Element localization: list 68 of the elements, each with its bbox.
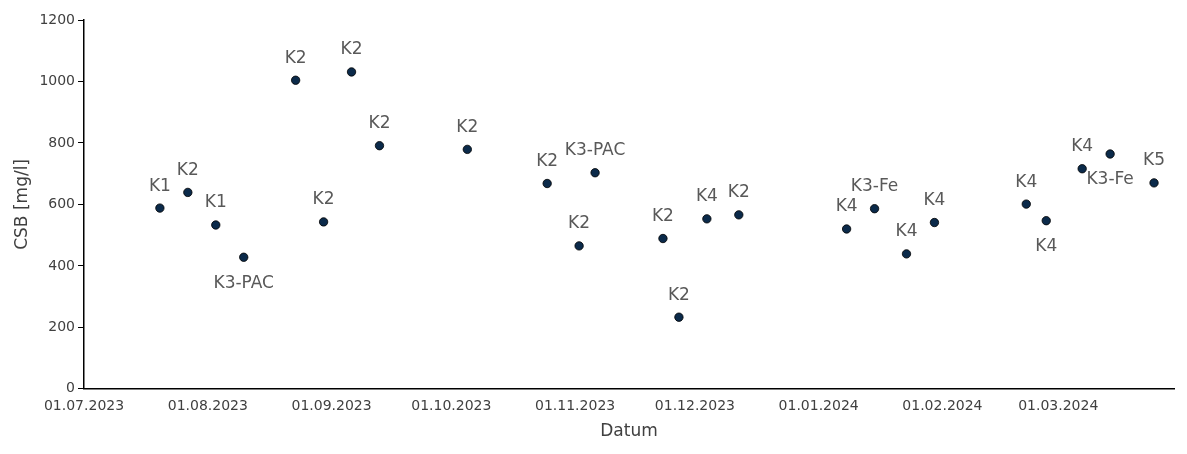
point — [929, 217, 940, 228]
x-tick-label: 01.09.2023 — [291, 396, 372, 413]
point — [462, 144, 472, 154]
x-tick-label: 01.03.2024 — [1018, 396, 1099, 413]
annotation: K2 — [568, 212, 591, 233]
point — [1021, 199, 1031, 209]
annotation: K2 — [456, 115, 479, 136]
annotation: K3-Fe — [1086, 168, 1134, 189]
y-axis-title: CSB [mg/l] — [10, 159, 31, 250]
annotation: K4 — [835, 195, 858, 216]
point — [183, 187, 193, 198]
annotation: K2 — [651, 204, 674, 225]
point — [674, 312, 684, 322]
annotation: K4 — [923, 188, 946, 209]
y-tick-label: 0 — [66, 379, 76, 396]
x-tick-label: 01.10.2023 — [411, 396, 492, 413]
annotation: K2 — [176, 158, 199, 179]
annotation: K1 — [148, 174, 171, 195]
annotation: K3-PAC — [564, 139, 626, 160]
x-tick-label: 01.08.2023 — [167, 396, 248, 413]
point — [1149, 178, 1159, 188]
point — [374, 141, 385, 151]
point — [318, 217, 329, 227]
point — [842, 224, 852, 234]
point — [291, 75, 301, 85]
point — [211, 220, 221, 230]
y-tick-label: 1200 — [39, 10, 76, 27]
y-tick-label: 200 — [48, 317, 76, 334]
point — [1105, 149, 1115, 159]
point — [346, 67, 357, 77]
point — [1077, 164, 1087, 174]
annotation: K4 — [1015, 170, 1038, 191]
x-axis-title: Datum — [600, 420, 658, 441]
annotation: K3-Fe — [850, 175, 899, 196]
annotation: K4 — [1071, 135, 1094, 156]
point — [702, 214, 712, 224]
x-tick-label: 01.07.2023 — [43, 396, 125, 413]
point — [734, 210, 744, 220]
annotation: K4 — [695, 185, 718, 206]
x-tick-label: 01.11.2023 — [535, 396, 616, 413]
annotation: K2 — [667, 283, 690, 304]
point — [869, 204, 880, 214]
point — [1041, 216, 1051, 226]
x-tick-label: 01.12.2023 — [654, 396, 735, 413]
annotation: K2 — [312, 188, 335, 209]
annotation: K4 — [1035, 235, 1058, 256]
point — [239, 252, 249, 262]
point — [658, 233, 668, 244]
point — [901, 249, 912, 259]
y-tick-label: 400 — [48, 256, 76, 273]
annotation: K2 — [368, 112, 391, 133]
annotation: K2 — [727, 181, 750, 202]
annotation: K2 — [536, 149, 559, 170]
y-tick-label: 600 — [48, 195, 76, 212]
point — [542, 178, 552, 189]
point — [574, 241, 584, 251]
y-tick-label: 1000 — [39, 72, 76, 89]
point — [590, 168, 600, 178]
x-tick-label: 01.01.2024 — [778, 396, 859, 413]
annotation: K4 — [895, 220, 918, 241]
point — [155, 203, 165, 213]
y-tick-label: 800 — [48, 133, 76, 150]
x-tick-label: 01.02.2024 — [902, 396, 983, 413]
annotation: K3-PAC — [213, 271, 274, 292]
annotation: K2 — [340, 38, 363, 59]
annotation: K5 — [1143, 149, 1166, 170]
annotation: K2 — [284, 46, 307, 67]
annotation: K1 — [204, 191, 227, 212]
